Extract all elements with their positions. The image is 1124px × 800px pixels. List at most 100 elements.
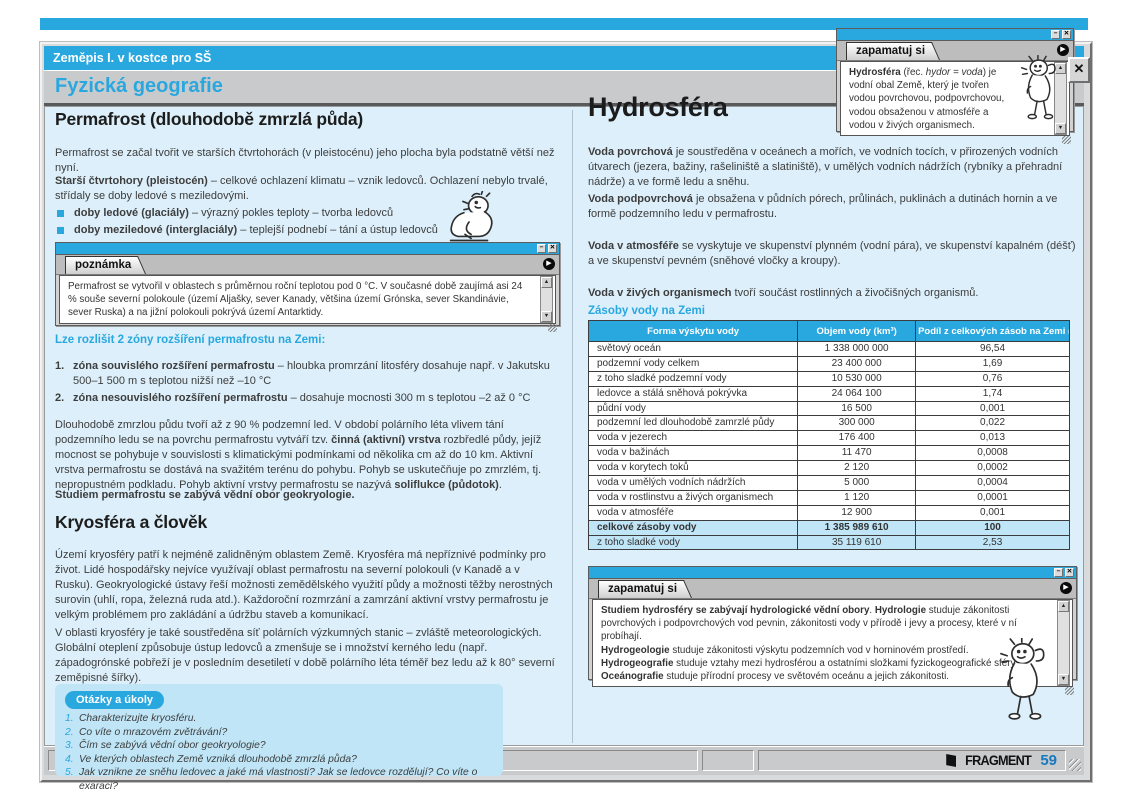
table-cell: 0,0001 (915, 489, 1070, 506)
paragraph: Permafrost se začal tvořit ve starších č… (55, 147, 555, 174)
table-cell: ledovce a stálá sněhová pokrývka (587, 385, 799, 402)
close-icon[interactable]: ✕ (1065, 568, 1074, 577)
table-cell: voda v jezerech (587, 430, 799, 447)
scroll-up-icon[interactable]: ▲ (1055, 63, 1066, 74)
popup-bottombar (837, 136, 1073, 145)
text-line: Studiem hydrosféry se zabývají hydrologi… (601, 605, 1017, 643)
section-heading-permafrost: Permafrost (dlouhodobě zmrzlá půda) (55, 109, 364, 129)
table-cell: celkové zásoby vody (587, 519, 799, 536)
table-cell: 0,0002 (915, 460, 1070, 477)
table-cell: podzemní led dlouhodobě zamrzlé půdy (587, 415, 799, 432)
table-row: z toho sladké podzemní vody 10 530 000 0,7… (587, 370, 1070, 387)
popup-tab[interactable]: zapamatuj si (846, 42, 933, 60)
column-header: Objem vody (km³) (797, 320, 917, 342)
list-item-text: zóna souvislého rozšíření permafrostu – … (73, 360, 550, 387)
list-item: 1. zóna souvislého rozšíření permafrostu … (55, 359, 560, 389)
question-number: 4. (65, 753, 74, 765)
glacial-bullet-list: doby ledové (glaciály) – výrazný pokles … (55, 206, 535, 240)
table-cell: 0,76 (915, 370, 1070, 387)
scroll-up-icon[interactable]: ▲ (541, 277, 552, 288)
scroll-down-icon[interactable]: ▼ (1058, 674, 1069, 686)
list-item-number: 1. (55, 360, 65, 372)
paragraph: Voda v živých organismech tvoří součást … (588, 287, 979, 299)
zones-intro: Lze rozlišit 2 zóny rozšíření permafrost… (55, 334, 326, 346)
scroll-down-icon[interactable]: ▼ (541, 310, 552, 322)
table-cell: 11 470 (797, 445, 917, 462)
minimize-icon[interactable]: − (1051, 30, 1060, 39)
question-text: Jak vznikne ze sněhu ledovec a jaké má v… (79, 767, 478, 792)
status-panel: FRAGMENT 59 (758, 750, 1066, 771)
table-row: voda v umělých vodních nádržích 5 000 0,00… (587, 475, 1070, 491)
note-tab-label: poznámka (75, 259, 132, 271)
resize-grip[interactable] (1065, 687, 1074, 696)
table-row: voda v atmosféře 12 900 0,001 (587, 504, 1070, 521)
publisher-logo-icon (946, 754, 957, 767)
table-cell: 1 385 989 610 (797, 519, 917, 536)
book-title: Zeměpis I. v kostce pro SŠ (53, 51, 212, 65)
remember-window-bottombar (589, 687, 1076, 696)
question-number: 5. (65, 767, 74, 778)
table-cell: 35 119 610 (797, 534, 917, 551)
bullet-square-icon (57, 227, 64, 234)
close-icon[interactable]: ✕ (548, 244, 557, 253)
scrollbar[interactable]: ▲ ▼ (1054, 62, 1067, 136)
scrollbar[interactable]: ▲ ▼ (540, 276, 553, 323)
table-row: podzemní vody celkem 23 400 000 1,69 (587, 355, 1070, 372)
table-cell: voda v rostlinstvu a živých organismech (587, 489, 799, 506)
table-row: voda v jezerech 176 400 0,013 (587, 430, 1070, 447)
list-item: 2. zóna nesouvislého rozšíření permafrost… (55, 391, 560, 406)
table-title: Zásoby vody na Zemi (588, 305, 705, 317)
resize-grip[interactable] (1062, 136, 1071, 145)
questions-label: Otázky a úkoly (65, 691, 165, 709)
remember-lines: Studiem hydrosféry se zabývají hydrologi… (592, 599, 1073, 688)
minimize-icon[interactable]: − (537, 244, 546, 253)
paragraph: Voda povrchová je soustředěna v oceánech… (588, 146, 1063, 188)
table-row: světový oceán 1 338 000 000 96,54 (587, 341, 1070, 357)
table-cell: voda v atmosféře (587, 504, 799, 521)
table-cell: půdní vody (587, 400, 799, 417)
table-cell: 0,013 (915, 430, 1070, 447)
question-text: Charakterizujte kryosféru. (79, 713, 197, 724)
list-item-text: zóna nesouvislého rozšíření permafrostu … (73, 392, 531, 404)
close-icon[interactable]: ✕ (1068, 57, 1090, 83)
note-window-tabrow: poznámka ▶ (56, 255, 559, 275)
column-header: Forma výskytu vody (587, 320, 799, 342)
water-table-container: Forma výskytu vody Objem vody (km³) Podíl … (587, 320, 1070, 551)
remember-window: − ✕ zapamatuj si ▶ Studiem hydrosféry se… (588, 566, 1077, 696)
paragraph: Území kryosféry patří k nejméně zalidněn… (55, 549, 553, 621)
expand-arrow-icon[interactable]: ▶ (543, 258, 555, 270)
note-window-bottombar (56, 323, 559, 333)
table-cell: 12 900 (797, 504, 917, 521)
table-cell: 23 400 000 (797, 355, 917, 372)
paragraph: Starší čtvrtohory (pleistocén) – celkové… (55, 175, 548, 202)
expand-arrow-icon[interactable]: ▶ (1060, 582, 1072, 594)
table-cell: 1,69 (915, 355, 1070, 372)
water-table-header-row: Forma výskytu vody Objem vody (km³) Podíl … (587, 320, 1070, 342)
window-resize-grip[interactable] (1069, 759, 1081, 771)
table-row: voda v rostlinstvu a živých organismech 1… (587, 489, 1070, 506)
popup-text: Hydrosféra (řec. hydor = voda) je vodní … (840, 61, 1070, 137)
table-row: podzemní led dlouhodobě zamrzlé půdy 300 … (587, 415, 1070, 432)
paragraph: Voda v atmosféře se vyskytuje ve skupens… (588, 240, 1076, 267)
table-cell: 1 120 (797, 489, 917, 506)
table-cell: 5 000 (797, 475, 917, 491)
scroll-up-icon[interactable]: ▲ (1058, 601, 1069, 612)
note-tab[interactable]: poznámka (65, 256, 139, 274)
publisher-logo-text: FRAGMENT (965, 753, 1032, 768)
close-icon[interactable]: ✕ (1062, 30, 1071, 39)
table-cell: 0,001 (915, 400, 1070, 417)
column-divider (572, 110, 573, 743)
expand-arrow-icon[interactable]: ▶ (1057, 44, 1069, 56)
question-number: 1. (65, 713, 74, 724)
minimize-icon[interactable]: − (1054, 568, 1063, 577)
section-heading-kryosfera: Kryosféra a člověk (55, 512, 208, 532)
remember-tab[interactable]: zapamatuj si (598, 580, 685, 598)
table-cell: voda v bažinách (587, 445, 799, 462)
table-cell: 2,53 (915, 534, 1070, 551)
zones-list: 1. zóna souvislého rozšíření permafrostu … (55, 359, 560, 408)
table-cell: 10 530 000 (797, 370, 917, 387)
scrollbar[interactable]: ▲ ▼ (1057, 600, 1070, 687)
scroll-down-icon[interactable]: ▼ (1055, 123, 1066, 135)
resize-grip[interactable] (548, 323, 557, 332)
note-text: Permafrost se vytvořil v oblastech s prů… (59, 275, 556, 324)
